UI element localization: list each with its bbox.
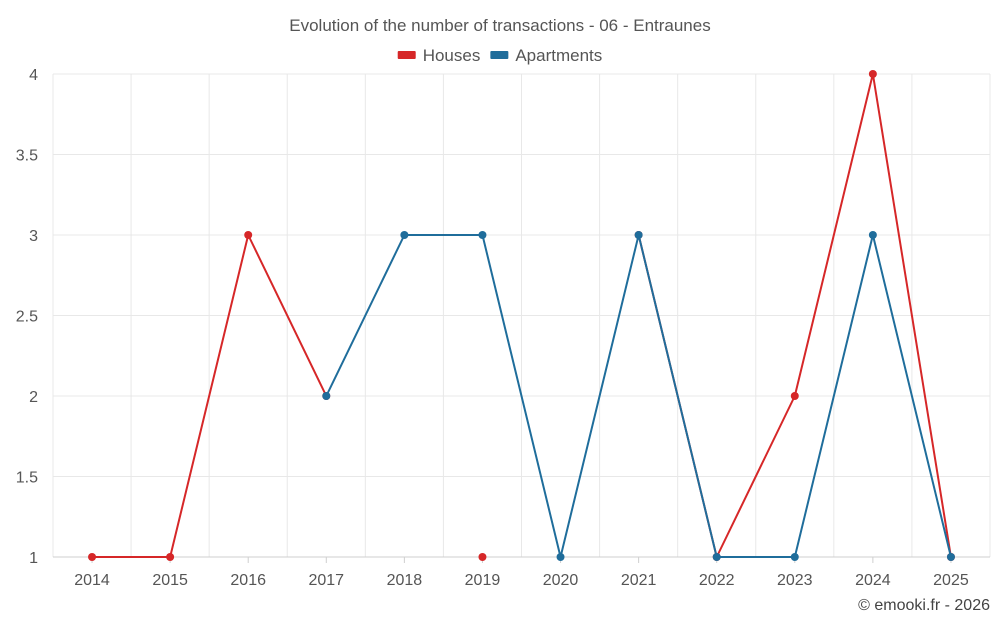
data-point[interactable]: [712, 553, 721, 561]
data-point[interactable]: [478, 553, 487, 561]
x-axis: 2014 2015 2016 2017 2018 2019 2020 2021 2022 2023…: [74, 557, 969, 589]
data-point[interactable]: [790, 392, 799, 400]
y-tick-label: 1.5: [16, 470, 38, 487]
y-axis: 1 1.5 2 2.5 3 3.5 4: [16, 67, 38, 567]
data-point[interactable]: [88, 553, 97, 561]
x-tick-label: 2023: [777, 572, 813, 589]
x-tick-label: 2018: [387, 572, 423, 589]
x-tick-label: 2019: [465, 572, 501, 589]
x-tick-label: 2017: [308, 572, 344, 589]
data-point[interactable]: [790, 553, 799, 561]
x-tick-label: 2024: [855, 572, 891, 589]
series-apartments: [322, 231, 955, 561]
data-point[interactable]: [244, 231, 253, 239]
x-tick-label: 2025: [933, 572, 969, 589]
x-tick-label: 2015: [152, 572, 188, 589]
y-tick-label: 3.5: [16, 148, 38, 165]
x-tick-label: 2020: [543, 572, 579, 589]
legend-label: Apartments: [515, 46, 602, 65]
data-point[interactable]: [556, 553, 565, 561]
legend-item-apartments[interactable]: Apartments: [490, 46, 602, 65]
x-tick-label: 2014: [74, 572, 110, 589]
data-point[interactable]: [868, 231, 877, 239]
y-tick-label: 4: [29, 67, 38, 84]
y-tick-label: 3: [29, 228, 38, 245]
legend: Houses Apartments: [397, 46, 602, 65]
data-point[interactable]: [868, 70, 877, 78]
data-point[interactable]: [478, 231, 487, 239]
y-tick-label: 1: [29, 550, 38, 567]
series-group: [88, 70, 955, 561]
x-tick-label: 2022: [699, 572, 735, 589]
data-point[interactable]: [166, 553, 175, 561]
data-point[interactable]: [946, 553, 955, 561]
y-tick-label: 2: [29, 389, 38, 406]
credit-text: © emooki.fr - 2026: [858, 597, 990, 614]
y-tick-label: 2.5: [16, 309, 38, 326]
series-line: [92, 234, 328, 558]
x-tick-label: 2016: [230, 572, 266, 589]
data-point[interactable]: [322, 392, 331, 400]
data-point[interactable]: [400, 231, 409, 239]
legend-swatch: [397, 51, 416, 59]
grid: [52, 73, 991, 558]
legend-item-houses[interactable]: Houses: [397, 46, 481, 65]
data-point[interactable]: [634, 231, 643, 239]
chart-title: Evolution of the number of transactions …: [289, 16, 710, 35]
x-tick-label: 2021: [621, 572, 657, 589]
legend-swatch: [490, 51, 509, 59]
legend-label: Houses: [423, 46, 481, 65]
